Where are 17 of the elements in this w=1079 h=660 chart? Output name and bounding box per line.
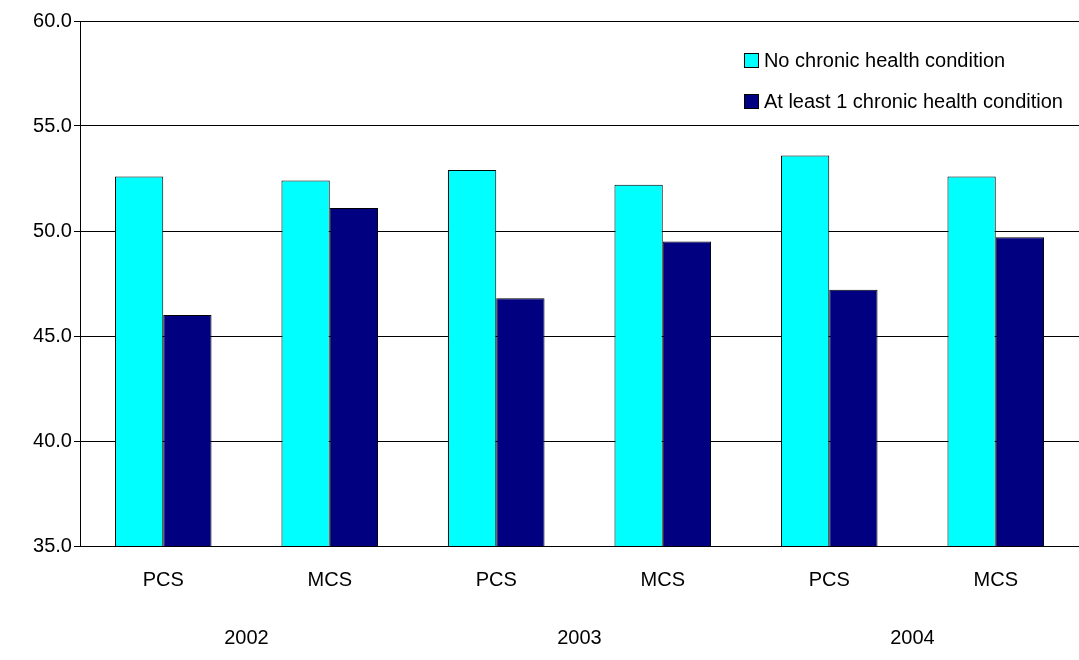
- text: 2004: [890, 625, 935, 648]
- x-tick-label: PCS: [808, 567, 850, 590]
- y-tick-label: 60.0: [33, 8, 72, 31]
- y-tick-label: 55.0: [33, 113, 72, 136]
- x-tick-label: MCS: [307, 567, 352, 590]
- legend-label: No chronic health condition: [763, 49, 1006, 72]
- y-tick-label: 40.0: [33, 428, 72, 451]
- x-tick-label: MCS: [640, 567, 685, 590]
- x-tick-label: MCS: [973, 567, 1018, 590]
- text: 2003: [557, 625, 602, 648]
- x-tick-label: PCS: [475, 567, 517, 590]
- x-tick-label: PCS: [142, 567, 184, 590]
- text: 2002: [224, 625, 269, 648]
- y-tick-label: 35.0: [33, 533, 72, 556]
- y-tick-label: 50.0: [33, 218, 72, 241]
- y-tick-label: 45.0: [33, 323, 72, 346]
- legend-label: At least 1 chronic health condition: [763, 90, 1063, 113]
